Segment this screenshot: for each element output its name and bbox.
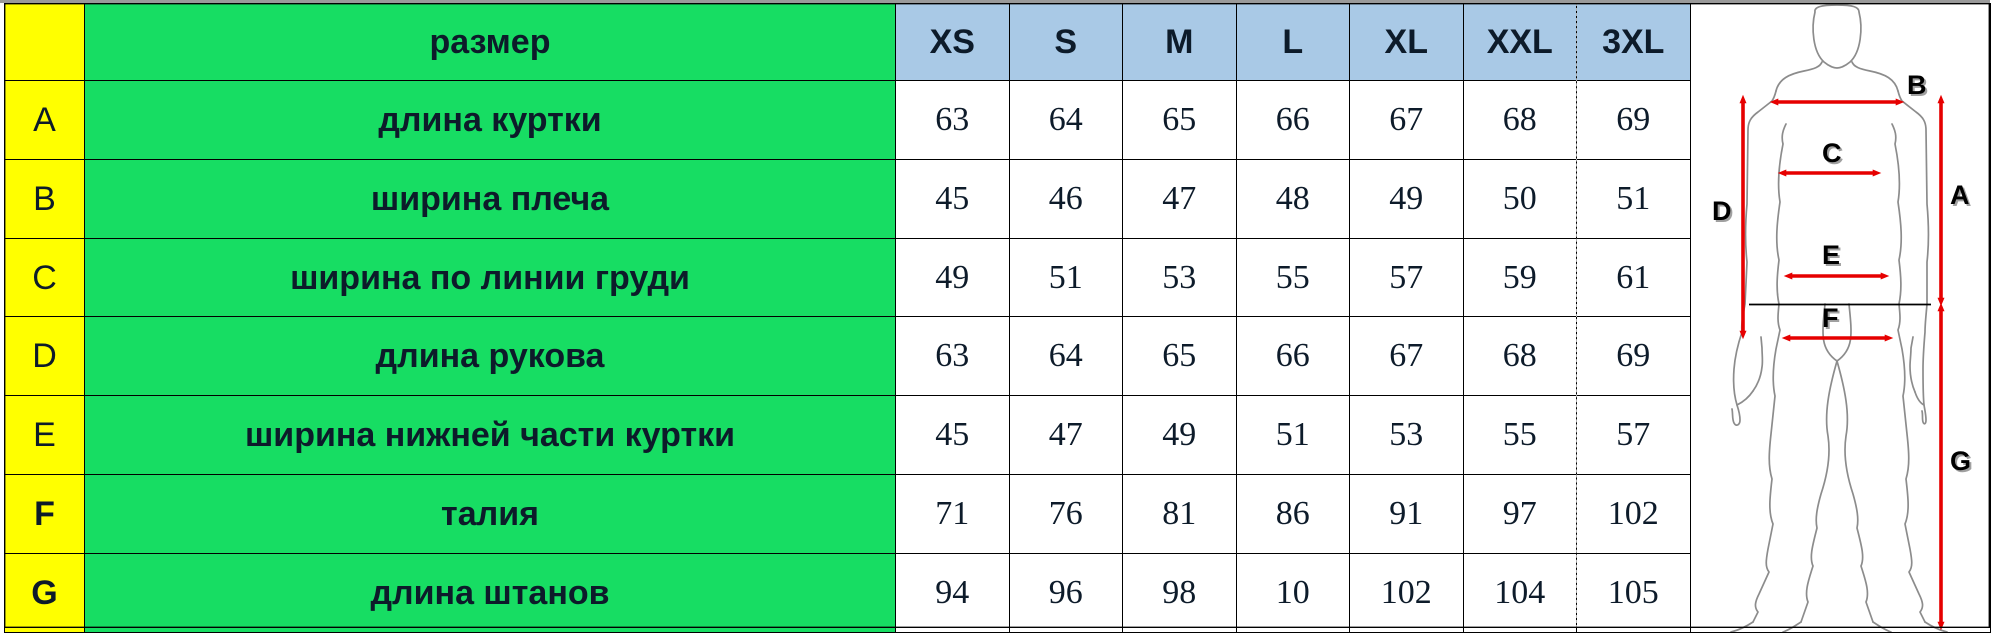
svg-text:B: B [1907, 70, 1927, 100]
svg-text:C: C [1822, 138, 1842, 168]
svg-text:D: D [1712, 196, 1732, 226]
svg-text:E: E [1822, 240, 1840, 270]
svg-text:A: A [1950, 180, 1970, 210]
svg-text:F: F [1822, 303, 1839, 333]
svg-text:G: G [1950, 446, 1971, 476]
